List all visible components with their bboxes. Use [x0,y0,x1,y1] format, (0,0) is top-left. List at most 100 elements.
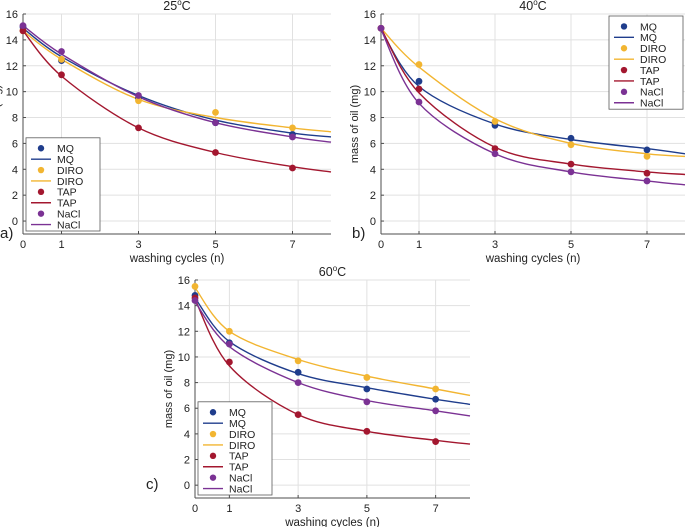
chart-title-unit: C [538,0,547,13]
data-point-diro [212,108,219,116]
x-tick-label: 1 [58,239,64,251]
data-point-diro [58,55,65,63]
data-point-diro [567,141,575,149]
data-point-diro [432,385,440,393]
data-point-nacl [212,119,219,127]
fit-line-nacl [22,25,332,143]
data-point-diro [289,124,296,132]
legend-label: MQ [57,143,74,155]
x-tick-label: 3 [135,239,141,251]
legend-marker-tap [209,452,217,460]
data-point-nacl [19,22,27,30]
legend-box [197,401,273,496]
legend-marker-diro [37,166,45,174]
y-tick-label: 6 [12,138,18,150]
x-tick-label: 7 [433,503,439,515]
legend-marker-nacl [620,88,628,96]
chart-title-value: 60 [319,265,333,279]
y-tick-label: 16 [364,9,376,21]
x-axis-label: washing cycles (n) [485,253,581,265]
chart-title: 60oC [319,264,346,279]
y-tick-label: 16 [178,275,190,287]
chart-title: 40oC [519,0,546,13]
data-point-diro [415,61,423,68]
data-point-nacl [135,92,142,99]
legend-label: TAP [57,187,77,199]
legend-label: MQ [229,418,246,430]
panel-label: a) [0,225,13,242]
y-tick-label: 8 [370,113,376,125]
data-point-diro [491,118,499,125]
y-tick-label: 0 [12,216,18,228]
legend-marker-tap [620,66,628,74]
chart-panel-3: 0 2 4 6 8 10 12 14 16 0 1 3 5 7 washing cycles (n) mass… [146,264,471,529]
data-point-diro [191,283,199,290]
legend-label: TAP [640,76,660,88]
y-tick-label: 12 [364,61,376,73]
legend-label: DIRO [57,176,83,188]
fit-line-diro [194,287,471,397]
chart-title-value: 25 [163,0,177,13]
data-point-tap [415,85,423,93]
data-point-nacl [377,24,385,32]
chart-panel-2: 0 2 4 6 8 10 12 14 16 0 1 3 5 7 washing cycles (n) mass… [349,0,685,265]
data-point-nacl [289,133,296,141]
data-point-tap [294,411,302,419]
legend-label: DIRO [640,54,666,66]
data-point-mq [432,395,440,403]
panel-label: c) [146,476,159,493]
data-point-tap [225,358,233,366]
data-point-nacl [432,407,440,415]
x-axis-label: washing cycles (n) [284,517,380,527]
y-tick-label: 12 [6,61,18,73]
x-tick-label: 0 [192,503,198,515]
y-tick-label: 14 [6,35,18,47]
chart-title-unit: C [182,0,191,13]
y-tick-label: 0 [370,216,376,228]
data-point-diro [225,327,233,335]
legend-label: DIRO [229,440,255,452]
legend-marker-mq [37,145,45,152]
data-point-nacl [567,168,575,176]
legend-label: MQ [57,154,74,166]
data-point-mq [415,77,423,85]
y-tick-label: 8 [184,378,190,390]
x-axis-label: washing cycles (n) [129,253,225,265]
x-tick-label: 7 [289,239,295,251]
chart-title-degree: o [333,264,338,273]
y-tick-label: 0 [184,480,190,492]
x-tick-label: 0 [20,239,26,251]
y-tick-label: 4 [12,164,18,176]
data-point-tap [491,145,499,152]
y-tick-label: 12 [178,326,190,338]
data-point-mq [567,134,575,142]
legend-marker-tap [37,188,45,196]
y-tick-label: 14 [364,35,376,47]
x-tick-label: 3 [295,503,301,515]
y-tick-label: 8 [12,113,18,125]
x-tick-label: 1 [226,503,232,515]
y-tick-label: 10 [178,352,190,364]
legend-label: TAP [640,65,660,77]
data-point-nacl [294,379,302,386]
x-tick-label: 0 [378,239,384,251]
x-tick-label: 5 [568,239,574,251]
chart-title-value: 40 [519,0,533,13]
legend-label: MQ [640,21,657,33]
legend-label: NaCl [57,219,80,231]
data-point-nacl [643,177,651,185]
legend-marker-nacl [209,474,217,481]
y-tick-label: 4 [184,429,190,441]
legend-label: TAP [229,462,249,474]
legend-label: NaCl [229,472,252,484]
legend-label: DIRO [57,165,83,177]
legend-label: NaCl [640,87,663,99]
panel-label: b) [352,225,365,242]
data-point-mq [643,146,651,154]
legend-label: TAP [57,198,77,210]
legend-box [608,15,684,110]
chart-panel-1: 0 2 4 6 8 10 12 14 16 0 1 3 5 7 washing cycles (n) mass… [0,0,332,265]
